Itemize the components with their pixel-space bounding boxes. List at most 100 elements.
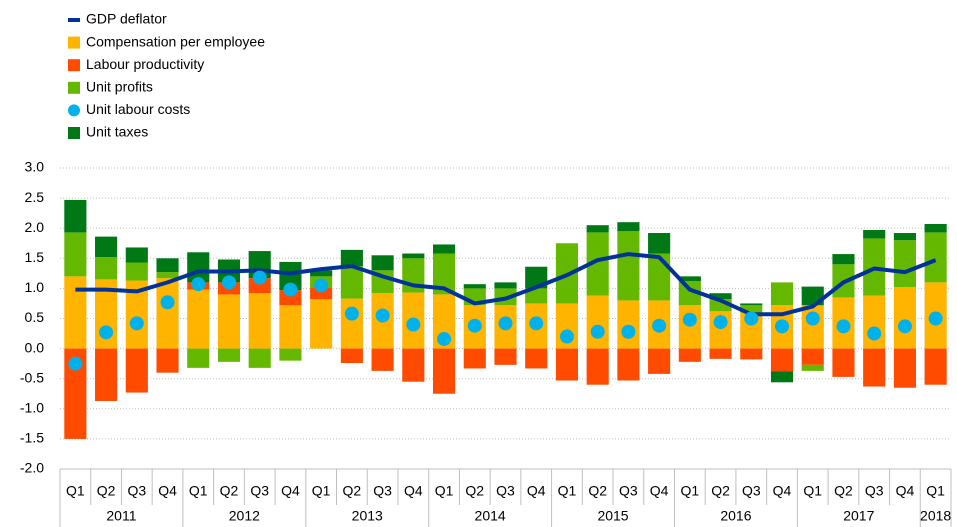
bar <box>279 290 302 306</box>
dot <box>283 282 298 297</box>
x-group-label: 2012 <box>229 508 260 524</box>
bar <box>340 249 363 267</box>
dot <box>652 318 667 333</box>
bar <box>217 348 241 362</box>
legend-label: Labour productivity <box>86 56 204 72</box>
bar <box>863 295 886 349</box>
dot <box>68 356 83 371</box>
bar <box>893 287 916 349</box>
bar <box>893 233 916 241</box>
x-tick-label: Q2 <box>834 483 853 499</box>
line <box>75 252 937 317</box>
dot <box>682 312 697 327</box>
legend-label: Unit labour costs <box>86 101 190 117</box>
y-tick-label: 3.0 <box>25 159 45 175</box>
bar <box>402 253 425 259</box>
bar <box>863 230 886 239</box>
dot <box>559 329 574 344</box>
bar <box>95 257 118 280</box>
dot <box>867 326 882 341</box>
x-tick-label: Q2 <box>711 483 730 499</box>
x-tick-label: Q3 <box>865 483 884 499</box>
dot <box>836 319 851 334</box>
x-tick-label: Q2 <box>97 483 116 499</box>
legend-label: GDP deflator <box>86 11 167 27</box>
bar <box>924 232 947 283</box>
bar <box>125 262 148 281</box>
legend-marker <box>68 104 80 117</box>
x-group-label: 2015 <box>597 508 628 524</box>
bar <box>64 232 87 277</box>
bar <box>279 348 302 361</box>
dot <box>437 331 452 346</box>
dot <box>805 311 820 326</box>
bar <box>463 348 486 369</box>
x-tick-label: Q1 <box>312 483 331 499</box>
x-tick-label: Q1 <box>926 483 945 499</box>
dot <box>897 319 912 334</box>
bar <box>156 258 179 273</box>
x-tick-label: Q3 <box>619 483 638 499</box>
x-tick-label: Q1 <box>66 483 85 499</box>
x-tick-label: Q3 <box>373 483 392 499</box>
bar <box>617 348 640 381</box>
dot <box>713 315 728 330</box>
bar <box>801 348 824 365</box>
bar <box>310 287 333 300</box>
bar <box>310 299 333 349</box>
x-tick-label: Q4 <box>896 483 915 499</box>
x-tick-label: Q2 <box>343 483 362 499</box>
y-tick-label: 2.5 <box>25 189 45 205</box>
dot <box>160 295 175 310</box>
bar <box>187 348 210 368</box>
bar <box>248 348 271 368</box>
x-group-label: 2014 <box>475 508 506 524</box>
x-tick-label: Q4 <box>650 483 669 499</box>
dot <box>344 306 359 321</box>
bar <box>924 348 947 385</box>
x-tick-label: Q4 <box>158 483 177 499</box>
bar <box>678 305 701 349</box>
bar <box>432 253 456 295</box>
y-tick-label: 1.0 <box>25 279 45 295</box>
legend-label: Unit taxes <box>86 124 148 140</box>
bar <box>678 281 701 306</box>
bar <box>248 278 271 294</box>
bar <box>801 364 824 371</box>
bar <box>770 371 794 383</box>
x-tick-label: Q3 <box>496 483 515 499</box>
bar <box>279 305 302 349</box>
bar <box>340 298 363 349</box>
bar <box>832 348 855 377</box>
x-tick-label: Q3 <box>127 483 146 499</box>
bar <box>525 288 548 304</box>
y-tick-label: -2.0 <box>20 460 44 476</box>
bar <box>156 348 179 373</box>
bar <box>402 348 425 382</box>
bar <box>893 240 916 288</box>
bar <box>125 348 148 393</box>
bar <box>586 295 609 349</box>
bar <box>832 254 855 265</box>
bar <box>64 199 87 233</box>
bar <box>586 348 609 385</box>
bar <box>310 270 333 277</box>
x-tick-label: Q2 <box>220 483 239 499</box>
dot <box>99 325 114 340</box>
dot <box>529 316 544 331</box>
x-group-label: 2013 <box>352 508 383 524</box>
x-tick-label: Q4 <box>404 483 423 499</box>
bar <box>340 266 363 299</box>
bar <box>709 293 732 300</box>
bar <box>494 348 517 365</box>
bar <box>156 272 179 279</box>
x-tick-label: Q3 <box>250 483 269 499</box>
y-tick-label: 0.5 <box>25 309 45 325</box>
bar <box>125 247 148 263</box>
x-tick-label: Q1 <box>558 483 577 499</box>
bar <box>863 348 886 387</box>
y-tick-label: -0.5 <box>20 369 44 385</box>
x-tick-label: Q2 <box>465 483 484 499</box>
bar <box>494 282 517 289</box>
